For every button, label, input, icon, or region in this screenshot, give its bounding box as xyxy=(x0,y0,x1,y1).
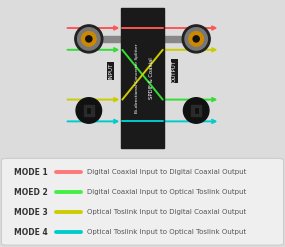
Text: Digital Coaxial Input to Digital Coaxial Output: Digital Coaxial Input to Digital Coaxial… xyxy=(87,169,246,175)
Circle shape xyxy=(82,32,96,46)
Text: Digital Coaxial Input to Optical Toslink Output: Digital Coaxial Input to Optical Toslink… xyxy=(87,189,246,195)
Bar xyxy=(103,36,121,42)
Circle shape xyxy=(75,25,103,53)
Circle shape xyxy=(78,28,100,50)
Text: INPUT: INPUT xyxy=(108,63,113,79)
Text: MOED 2: MOED 2 xyxy=(14,188,48,197)
Circle shape xyxy=(189,32,203,46)
Circle shape xyxy=(182,25,210,53)
Bar xyxy=(192,105,201,116)
Text: Bi-directional Converter Splitter: Bi-directional Converter Splitter xyxy=(135,43,139,113)
Bar xyxy=(86,107,91,114)
Text: Optical Toslink Input to Digital Coaxial Output: Optical Toslink Input to Digital Coaxial… xyxy=(87,209,246,215)
Circle shape xyxy=(86,36,92,42)
Bar xyxy=(194,107,199,114)
Text: Optical Toslink Input to Optical Toslink Output: Optical Toslink Input to Optical Toslink… xyxy=(87,229,246,235)
Circle shape xyxy=(193,36,199,42)
Text: SPDIF & Coaxial: SPDIF & Coaxial xyxy=(149,57,154,99)
Circle shape xyxy=(184,98,209,123)
Bar xyxy=(164,36,182,42)
Circle shape xyxy=(76,98,101,123)
FancyBboxPatch shape xyxy=(1,158,284,245)
Text: MODE 1: MODE 1 xyxy=(14,167,48,177)
Text: MODE 4: MODE 4 xyxy=(14,228,48,237)
Bar xyxy=(84,105,93,116)
Circle shape xyxy=(185,28,207,50)
Text: MODE 3: MODE 3 xyxy=(14,208,48,217)
Text: OUTPUT: OUTPUT xyxy=(172,60,177,82)
Bar xyxy=(121,8,164,148)
